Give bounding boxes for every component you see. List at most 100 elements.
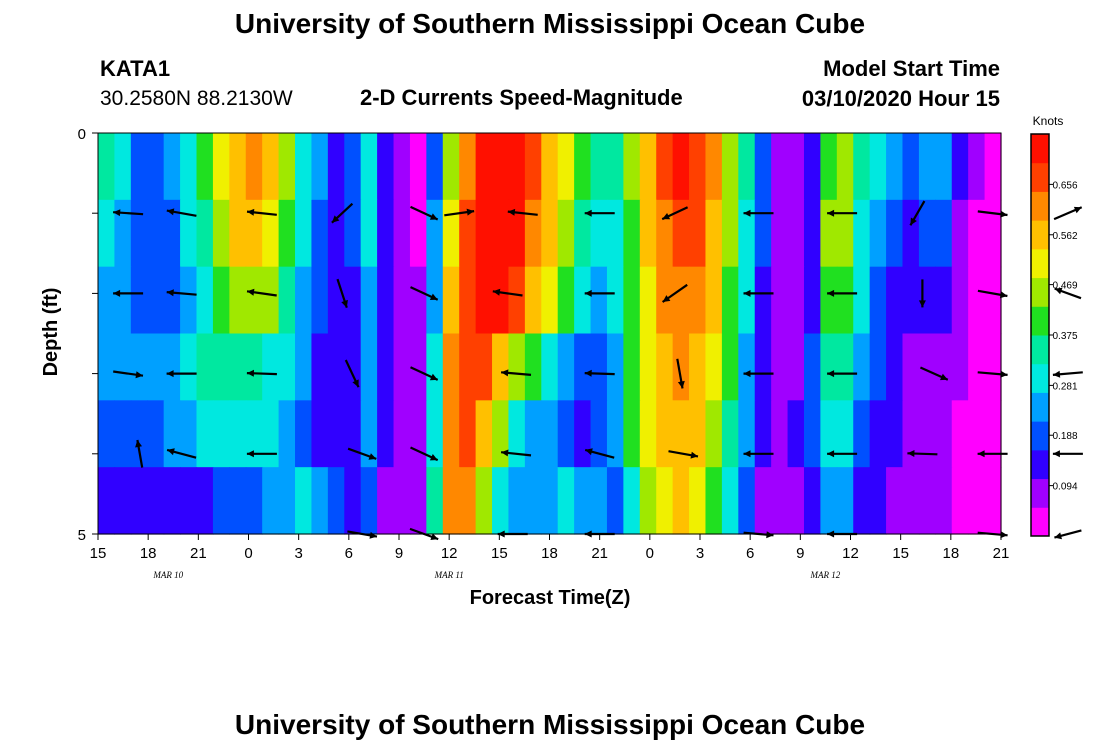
- heatmap-cell: [606, 400, 624, 468]
- heatmap-cell: [951, 400, 969, 468]
- colorbar-tick-label: 0.656: [1052, 180, 1077, 191]
- heatmap-cell: [869, 400, 887, 468]
- heatmap-cell: [918, 333, 936, 401]
- heatmap-cell: [114, 333, 132, 401]
- heatmap-cell: [836, 199, 854, 268]
- arrow-head: [1000, 210, 1008, 218]
- current-arrow: [827, 450, 858, 458]
- current-arrow: [347, 447, 377, 460]
- heatmap-cell: [393, 467, 411, 535]
- heatmap-cell: [754, 133, 772, 201]
- heatmap-cell: [360, 333, 378, 401]
- heatmap-cell: [984, 266, 1002, 335]
- axes: 15 18 21 0 3 6 9 12 15 18 21 0 3 6 9 12 15 18 21 0 5 MAR 10 MA…: [78, 126, 1010, 580]
- heatmap-cell: [163, 333, 181, 401]
- heatmap-cell: [803, 133, 821, 201]
- heatmap-cell: [672, 400, 690, 468]
- heatmap-cell: [886, 199, 904, 268]
- station-coords: 30.2580N 88.2130W: [100, 87, 293, 110]
- heatmap-cell: [459, 266, 477, 335]
- current-arrow: [827, 209, 858, 217]
- heatmap-cell: [278, 333, 296, 401]
- current-arrow: [977, 370, 1008, 378]
- heatmap-cell: [163, 133, 181, 201]
- heatmap-cell: [886, 400, 904, 468]
- arrow-head: [1073, 206, 1082, 214]
- heatmap-cell: [147, 199, 165, 268]
- heatmap-cell: [114, 266, 132, 335]
- arrow-head: [827, 450, 835, 458]
- heatmap-cell: [459, 133, 477, 201]
- heatmap-cell: [836, 333, 854, 401]
- heatmap-cell: [771, 467, 789, 535]
- heatmap-cell: [886, 133, 904, 201]
- heatmap-cell: [754, 400, 772, 468]
- current-arrow: [166, 289, 197, 297]
- heatmap-cell: [902, 266, 920, 335]
- heatmap-cell: [196, 400, 214, 468]
- heatmap-cell: [886, 333, 904, 401]
- date-label: MAR 10: [152, 570, 183, 580]
- colorbar-segment: [1031, 363, 1049, 393]
- arrow-head: [584, 369, 592, 377]
- heatmap-cell: [771, 266, 789, 335]
- heatmap-cell: [327, 266, 345, 335]
- heatmap-cell: [426, 133, 444, 201]
- heatmap-cell: [245, 266, 263, 335]
- colorbar-segment: [1031, 335, 1049, 365]
- current-arrow: [676, 358, 685, 389]
- arrow-head: [766, 531, 774, 539]
- heatmap-cell: [803, 467, 821, 535]
- heatmap-cell: [278, 400, 296, 468]
- heatmap-cell: [344, 199, 362, 268]
- current-arrow: [743, 370, 774, 378]
- colorbar-title: Knots: [1033, 114, 1064, 128]
- current-arrow: [246, 208, 277, 216]
- arrow-head: [246, 450, 254, 458]
- heatmap-cell: [442, 400, 460, 468]
- arrow-head: [584, 289, 592, 297]
- heatmap-cell: [541, 467, 559, 535]
- current-arrow: [331, 202, 354, 224]
- heatmap-cell: [869, 199, 887, 268]
- colorbar-tick-label: 0.281: [1052, 381, 1077, 392]
- heatmap-cell: [114, 199, 132, 268]
- heatmap-cell: [508, 400, 526, 468]
- heatmap-cell: [541, 266, 559, 335]
- current-arrow: [743, 209, 774, 217]
- heatmap-cell: [278, 467, 296, 535]
- heatmap-cell: [426, 400, 444, 468]
- heatmap: [98, 133, 1002, 535]
- heatmap-cell: [820, 400, 838, 468]
- colorbar-segment: [1031, 507, 1049, 537]
- current-arrow: [918, 279, 926, 308]
- current-arrow: [410, 286, 439, 301]
- heatmap-cell: [623, 266, 641, 335]
- heatmap-cell: [853, 467, 871, 535]
- heatmap-cell: [574, 467, 592, 535]
- heatmap-cell: [935, 133, 953, 201]
- heatmap-cell: [721, 199, 739, 268]
- heatmap-cell: [918, 400, 936, 468]
- current-arrow: [492, 288, 523, 297]
- arrow-head: [690, 451, 698, 459]
- current-arrow: [336, 278, 348, 309]
- heatmap-cell: [475, 333, 493, 401]
- current-arrow: [827, 289, 858, 297]
- heatmap-cell: [442, 199, 460, 268]
- current-arrow: [584, 289, 615, 297]
- heatmap-cell: [623, 400, 641, 468]
- heatmap-cell: [672, 266, 690, 335]
- heatmap-cell: [672, 133, 690, 201]
- heatmap-cell: [360, 400, 378, 468]
- heatmap-cell: [245, 400, 263, 468]
- current-arrow: [507, 208, 538, 216]
- heatmap-cell: [853, 199, 871, 268]
- heatmap-cell: [524, 333, 542, 401]
- heatmap-cell: [98, 333, 116, 401]
- arrow-head: [507, 208, 516, 216]
- heatmap-cell: [968, 199, 986, 268]
- x-tick-label: 18: [140, 545, 157, 562]
- colorbar-segment: [1031, 162, 1049, 192]
- arrow-head: [430, 533, 439, 540]
